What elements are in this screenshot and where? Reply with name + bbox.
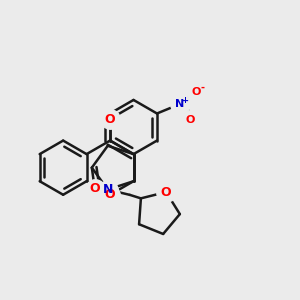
Text: N: N <box>175 99 184 109</box>
Text: O: O <box>161 186 171 199</box>
Text: N: N <box>103 183 113 196</box>
Text: O: O <box>191 87 201 97</box>
Text: O: O <box>105 188 116 201</box>
Text: -: - <box>200 82 205 92</box>
Text: O: O <box>185 115 194 124</box>
Text: O: O <box>89 182 100 195</box>
Text: O: O <box>105 113 116 126</box>
Text: +: + <box>181 96 188 105</box>
